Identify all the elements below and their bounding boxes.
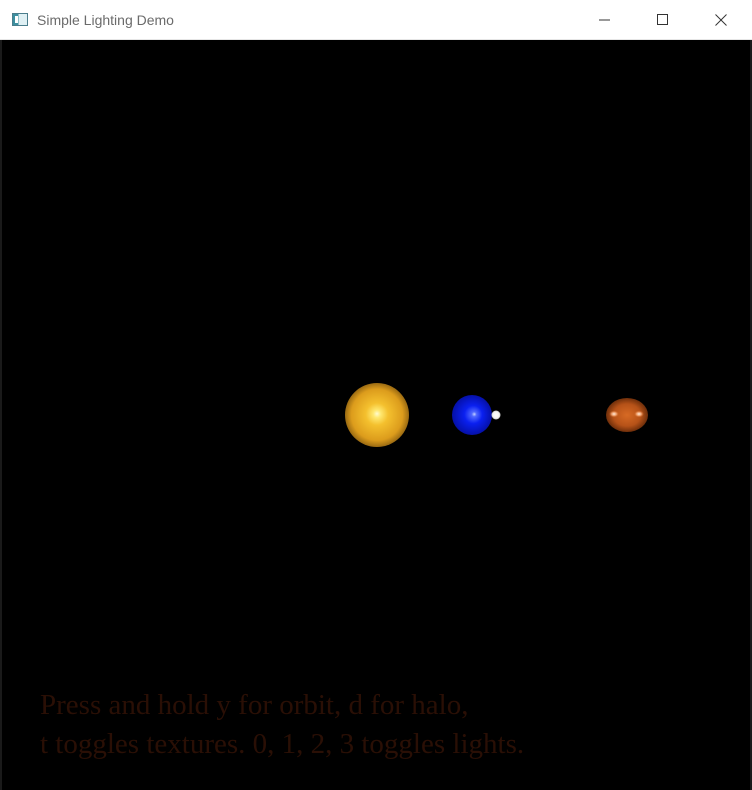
render-canvas[interactable]: Press and hold y for orbit, d for halo, … — [2, 40, 750, 788]
moon-sphere — [491, 410, 501, 420]
window-right-edge — [750, 40, 752, 790]
maximize-button[interactable] — [634, 0, 692, 40]
instruction-line-1: Press and hold y for orbit, d for halo, — [40, 689, 469, 721]
earth-sphere — [452, 395, 492, 435]
close-button[interactable] — [692, 0, 750, 40]
window-title: Simple Lighting Demo — [37, 12, 174, 28]
minimize-button[interactable] — [576, 0, 634, 40]
mars-sphere — [606, 398, 648, 432]
sun-sphere — [345, 383, 409, 447]
window-left-edge — [0, 40, 2, 790]
solar-system-scene — [345, 383, 648, 447]
close-icon — [715, 14, 727, 26]
minimize-icon — [599, 19, 610, 21]
title-bar[interactable]: Simple Lighting Demo — [0, 0, 752, 40]
maximize-icon — [657, 14, 668, 25]
window-app-icon[interactable] — [12, 13, 28, 26]
instruction-line-2: t toggles textures. 0, 1, 2, 3 toggles l… — [40, 728, 525, 760]
